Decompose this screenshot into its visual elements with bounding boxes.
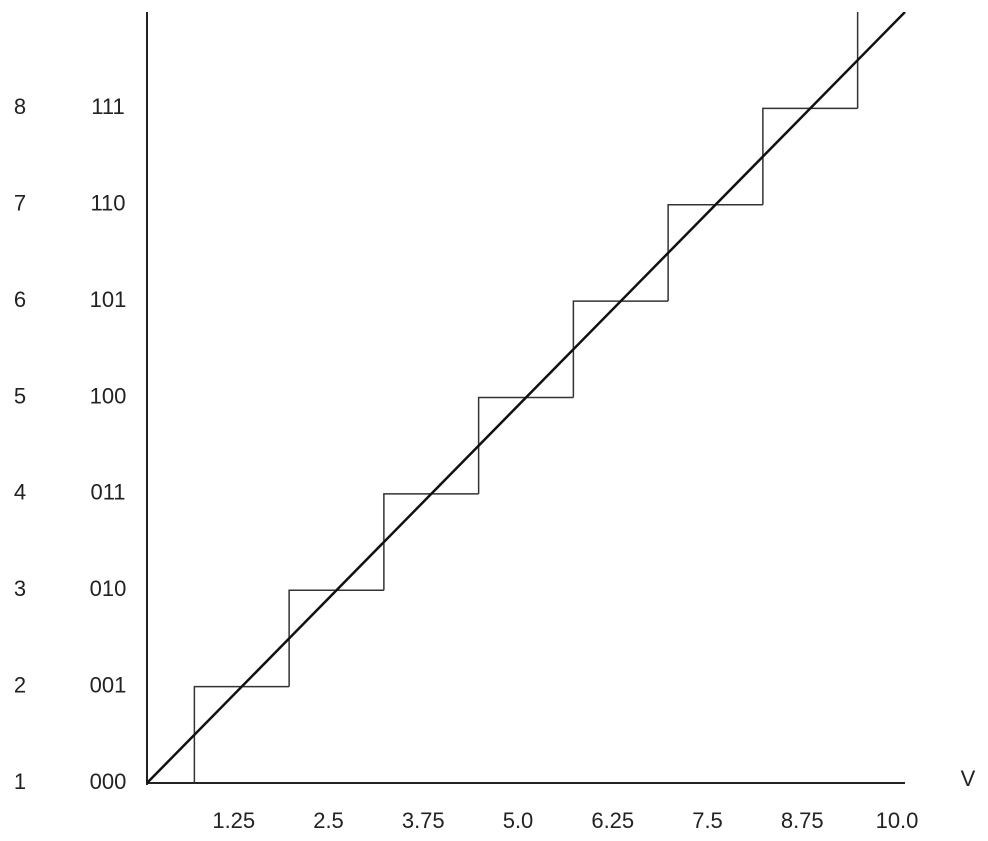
y-tick-label: 100 [90, 383, 127, 408]
x-tick-label: 2.5 [313, 808, 344, 833]
step [289, 590, 384, 686]
step [479, 398, 574, 494]
step [384, 494, 479, 590]
y2-tick-label: 1 [14, 769, 26, 794]
step [763, 108, 858, 204]
x-tick-label: 6.25 [591, 808, 634, 833]
y-tick-label: 110 [90, 191, 125, 216]
y-tick-label: 010 [90, 576, 127, 601]
chart: V 000001010011100101110111123456781.252.… [0, 0, 988, 841]
line [147, 12, 905, 783]
x-axis-label: V [961, 766, 976, 791]
y-tick-label: 011 [90, 480, 125, 505]
x-tick-label: 5.0 [503, 808, 534, 833]
y2-tick-label: 3 [14, 576, 26, 601]
y2-tick-label: 2 [14, 672, 26, 697]
y-tick-label: 101 [90, 287, 127, 312]
x-tick-label: 3.75 [402, 808, 445, 833]
x-tick-label: 8.75 [781, 808, 824, 833]
y2-tick-label: 5 [14, 383, 26, 408]
y-tick-label: 111 [91, 94, 124, 119]
step [194, 687, 289, 783]
y-tick-label: 001 [90, 672, 127, 697]
y2-tick-label: 8 [14, 94, 26, 119]
step [668, 205, 763, 301]
y2-tick-label: 7 [14, 191, 26, 216]
x-tick-label: 10.0 [876, 808, 919, 833]
y2-tick-label: 4 [14, 480, 26, 505]
x-tick-label: 7.5 [692, 808, 723, 833]
y-tick-label: 000 [90, 769, 127, 794]
y2-tick-label: 6 [14, 287, 26, 312]
plot-area [147, 12, 905, 783]
x-tick-label: 1.25 [212, 808, 255, 833]
step [573, 301, 668, 397]
